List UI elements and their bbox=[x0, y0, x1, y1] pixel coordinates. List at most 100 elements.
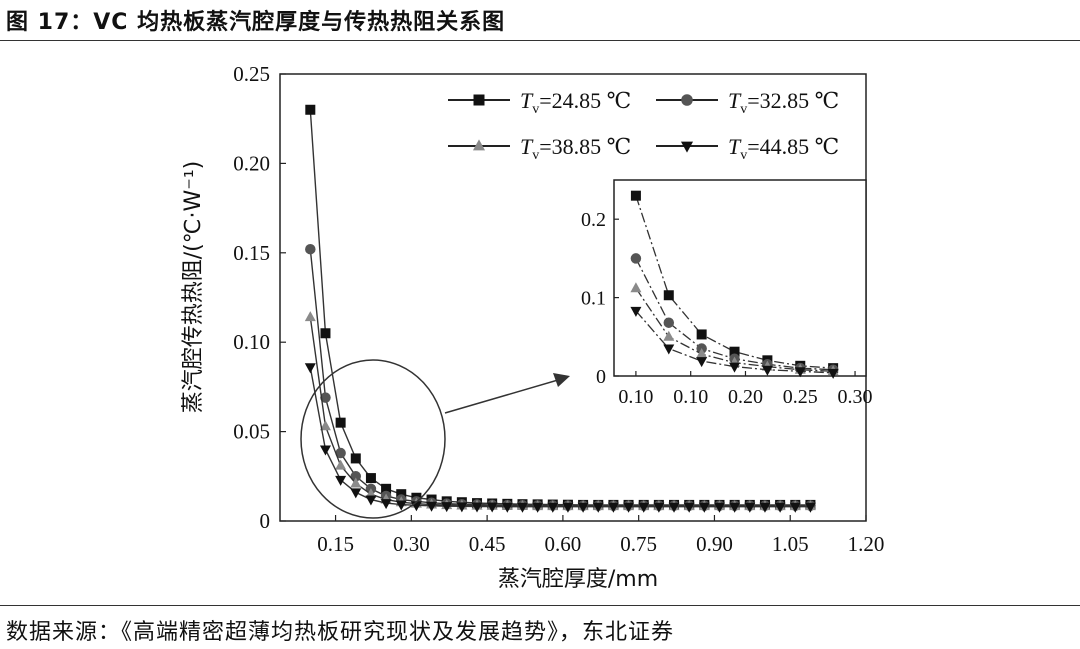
thermal-resistance-chart: 0.15 0.30 0.45 0.60 0.75 0.90 1.05 1.20 0 0.05 0.1… bbox=[181, 62, 884, 592]
data-point bbox=[319, 420, 331, 431]
x-tick-label: 0.90 bbox=[696, 532, 733, 556]
series-triangle-down bbox=[304, 363, 816, 513]
data-point bbox=[532, 502, 544, 513]
data-point bbox=[638, 502, 650, 513]
series-line bbox=[309, 367, 811, 508]
legend-marker bbox=[472, 139, 486, 151]
data-point bbox=[607, 502, 619, 513]
data-point bbox=[501, 502, 513, 513]
legend-marker bbox=[473, 94, 485, 106]
data-point bbox=[335, 447, 346, 459]
inset-frame bbox=[613, 179, 867, 377]
data-point bbox=[668, 502, 680, 513]
y-tick-label: 0 bbox=[260, 509, 271, 533]
zoom-arrow bbox=[444, 379, 559, 414]
legend-entry: Tv=32.85 ℃ bbox=[656, 88, 839, 117]
legend-entry: Tv=24.85 ℃ bbox=[448, 88, 631, 117]
data-point bbox=[516, 502, 528, 513]
top-rule bbox=[0, 40, 1080, 41]
data-point bbox=[305, 243, 316, 255]
legend-entry: Tv=38.85 ℃ bbox=[448, 134, 631, 163]
data-point bbox=[714, 502, 725, 513]
inset-x-tick-label: 0.25 bbox=[783, 386, 818, 408]
legend-marker bbox=[680, 141, 694, 153]
inset-data-point bbox=[696, 348, 708, 359]
inset-data-point bbox=[729, 362, 741, 373]
data-point bbox=[789, 502, 801, 513]
data-point bbox=[456, 502, 468, 513]
inset-y-tick-label: 0.2 bbox=[581, 209, 606, 231]
x-tick-label: 0.15 bbox=[317, 532, 354, 556]
inset-plot: 0.10 0.10 0.20 0.25 0.30 0 0.1 0.2 bbox=[581, 179, 873, 408]
inset-data-point bbox=[663, 344, 675, 355]
data-point bbox=[683, 502, 695, 513]
y-tick-label: 0.10 bbox=[233, 330, 270, 354]
y-tick-label: 0.25 bbox=[233, 62, 270, 86]
data-point bbox=[396, 489, 407, 500]
legend-label: Tv=32.85 ℃ bbox=[728, 88, 839, 117]
inset-data-point bbox=[729, 346, 740, 357]
legend-label: Tv=24.85 ℃ bbox=[520, 88, 631, 117]
data-point bbox=[729, 502, 741, 513]
data-point bbox=[335, 417, 346, 428]
inset-data-point bbox=[663, 317, 675, 328]
data-point bbox=[380, 499, 392, 510]
data-point bbox=[304, 363, 316, 374]
inset-x-tick-label: 0.20 bbox=[728, 386, 763, 408]
data-point bbox=[335, 459, 347, 470]
x-tick-label: 0.45 bbox=[469, 532, 506, 556]
data-point bbox=[577, 502, 589, 513]
legend-marker bbox=[681, 94, 693, 106]
figure-title: 图 17：VC 均热板蒸汽腔厚度与传热热阻关系图 bbox=[6, 10, 506, 35]
data-point bbox=[365, 495, 377, 506]
inset-x-tick-label: 0.10 bbox=[618, 386, 653, 408]
data-point bbox=[592, 502, 604, 513]
y-tick-label: 0.05 bbox=[233, 420, 270, 444]
data-point bbox=[426, 501, 438, 512]
zoom-annotation bbox=[300, 359, 570, 519]
data-point bbox=[804, 502, 816, 513]
inset-data-point bbox=[696, 329, 707, 340]
inset-data-point bbox=[663, 290, 674, 301]
data-point bbox=[653, 502, 665, 513]
y-axis-label: 蒸汽腔传热热阻/(℃·W⁻¹) bbox=[181, 161, 206, 413]
inset-data-point bbox=[630, 253, 642, 264]
data-point bbox=[623, 502, 635, 513]
data-point bbox=[759, 502, 771, 513]
data-point bbox=[305, 104, 316, 115]
data-point bbox=[698, 502, 710, 513]
inset-data-point bbox=[696, 357, 708, 368]
inset-data-point bbox=[663, 330, 675, 341]
series-line bbox=[309, 109, 811, 506]
legend-entry: Tv=44.85 ℃ bbox=[656, 134, 839, 163]
data-point bbox=[547, 502, 559, 513]
inset-data-point bbox=[630, 306, 642, 317]
data-point bbox=[395, 500, 407, 511]
data-point bbox=[304, 311, 316, 322]
data-point bbox=[350, 453, 361, 464]
data-point bbox=[744, 502, 756, 513]
y-tick-label: 0.20 bbox=[233, 151, 270, 175]
data-source-note: 数据来源：《高端精密超薄均热板研究现状及发展趋势》，东北证券 bbox=[6, 620, 675, 645]
inset-x-tick-label: 0.30 bbox=[838, 386, 873, 408]
main-legend: Tv=24.85 ℃ Tv=32.85 ℃ Tv=38.85 ℃ Tv=44.85 ℃ bbox=[448, 88, 839, 163]
inset-y-tick-label: 0.1 bbox=[581, 288, 606, 310]
x-tick-label: 0.75 bbox=[620, 532, 657, 556]
legend-label: Tv=44.85 ℃ bbox=[728, 134, 839, 163]
data-point bbox=[320, 328, 331, 339]
x-tick-label: 0.60 bbox=[545, 532, 582, 556]
inset-data-point bbox=[761, 365, 773, 376]
inset-x-tick-label: 0.10 bbox=[673, 386, 708, 408]
data-point bbox=[381, 483, 392, 494]
data-point bbox=[320, 392, 331, 403]
inset-series-triangle-down bbox=[630, 306, 839, 379]
bottom-rule bbox=[0, 605, 1080, 606]
zoom-arrow-head bbox=[553, 373, 570, 387]
inset-data-point bbox=[630, 190, 641, 201]
x-axis-label: 蒸汽腔厚度/mm bbox=[498, 567, 658, 592]
x-tick-label: 1.05 bbox=[772, 532, 809, 556]
zoom-circle bbox=[300, 359, 446, 519]
inset-data-point bbox=[827, 368, 839, 379]
data-point bbox=[365, 473, 376, 484]
main-plot: 0.15 0.30 0.45 0.60 0.75 0.90 1.05 1.20 0 0.05 0.1… bbox=[233, 62, 884, 556]
